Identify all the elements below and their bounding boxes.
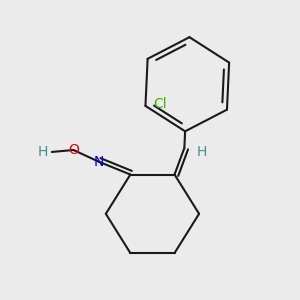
Text: Cl: Cl <box>153 97 167 111</box>
Text: N: N <box>94 155 104 169</box>
Text: H: H <box>196 145 206 159</box>
Text: H: H <box>38 145 48 159</box>
Text: O: O <box>68 143 79 157</box>
